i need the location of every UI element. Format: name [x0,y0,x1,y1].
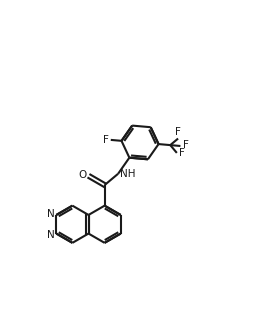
Text: F: F [175,127,181,137]
Text: F: F [179,148,185,158]
Text: F: F [183,140,189,150]
Text: N: N [46,230,54,239]
Text: O: O [79,170,87,180]
Text: N: N [46,209,54,219]
Text: F: F [103,135,108,145]
Text: NH: NH [120,169,136,179]
